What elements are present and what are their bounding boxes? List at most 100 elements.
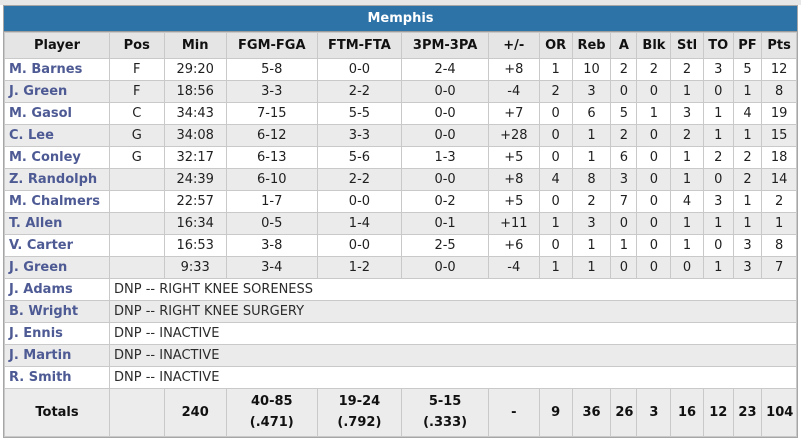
col-or: OR xyxy=(538,32,573,59)
stat-or: 0 xyxy=(538,102,573,125)
dnp-note: DNP -- INACTIVE xyxy=(109,344,797,367)
player-name-link[interactable]: J. Martin xyxy=(3,344,111,367)
stat-plus-minus: +6 xyxy=(488,234,540,257)
stat-ft: 5-5 xyxy=(316,102,403,125)
player-name-link[interactable]: V. Carter xyxy=(3,234,111,257)
stat-3p: 2-4 xyxy=(401,58,490,81)
player-name-link[interactable]: M. Barnes xyxy=(3,58,111,81)
col-blk: Blk xyxy=(636,32,672,59)
team-header: Memphis xyxy=(4,6,797,32)
stat-plus-minus: +28 xyxy=(488,124,540,147)
player-name-link[interactable]: R. Smith xyxy=(3,366,111,389)
stat-pos: F xyxy=(109,80,165,103)
stat-3p: 0-0 xyxy=(401,80,490,103)
dnp-row: J. Martin DNP -- INACTIVE xyxy=(3,344,797,367)
stat-plus-minus: +8 xyxy=(488,168,540,191)
stat-pf: 1 xyxy=(732,124,763,147)
stat-plus-minus: +5 xyxy=(488,146,540,169)
col-to: TO xyxy=(702,32,734,59)
stat-to: 1 xyxy=(702,256,734,279)
stat-blk: 0 xyxy=(636,212,672,235)
player-name-link[interactable]: J. Green xyxy=(3,256,111,279)
box-score-table-container: Memphis Player Pos Min FGM-FGA FTM-FTA 3… xyxy=(3,5,798,438)
stat-stl: 3 xyxy=(670,102,704,125)
stat-stl: 4 xyxy=(670,190,704,213)
totals-min: 240 xyxy=(163,388,227,437)
player-name-link[interactable]: B. Wright xyxy=(3,300,111,323)
col-pos: Pos xyxy=(109,32,165,59)
stat-pf: 5 xyxy=(732,58,763,81)
stat-pts: 8 xyxy=(761,80,797,103)
player-name-link[interactable]: J. Green xyxy=(3,80,111,103)
totals-3p-pct: (.333) xyxy=(423,414,468,430)
stat-stl: 1 xyxy=(670,80,704,103)
stat-fg: 5-8 xyxy=(225,58,318,81)
stat-pos: C xyxy=(109,102,165,125)
stat-blk: 1 xyxy=(636,102,672,125)
stat-ft: 2-2 xyxy=(316,80,403,103)
stat-or: 2 xyxy=(538,80,573,103)
team-name: Memphis xyxy=(367,11,434,26)
stat-pf: 3 xyxy=(732,256,763,279)
player-row: T. Allen 16:34 0-5 1-4 0-1 +11 1 3 0 0 1… xyxy=(3,212,797,235)
stat-plus-minus: +8 xyxy=(488,58,540,81)
player-name-link[interactable]: J. Ennis xyxy=(3,322,111,345)
stat-ast: 0 xyxy=(610,256,638,279)
dnp-note: DNP -- INACTIVE xyxy=(109,366,797,389)
player-row: C. Lee G 34:08 6-12 3-3 0-0 +28 0 1 2 0 … xyxy=(3,124,797,147)
player-name-link[interactable]: T. Allen xyxy=(3,212,111,235)
stat-reb: 1 xyxy=(571,146,612,169)
stat-pf: 4 xyxy=(732,102,763,125)
stat-min: 22:57 xyxy=(163,190,227,213)
stat-ast: 1 xyxy=(610,234,638,257)
stat-to: 3 xyxy=(702,58,734,81)
player-name-link[interactable]: M. Chalmers xyxy=(3,190,111,213)
stat-blk: 0 xyxy=(636,80,672,103)
totals-ft: 19-24 (.792) xyxy=(316,388,403,437)
stat-reb: 3 xyxy=(571,212,612,235)
player-row: J. Green 9:33 3-4 1-2 0-0 -4 1 1 0 0 0 1… xyxy=(3,256,797,279)
stat-reb: 1 xyxy=(571,256,612,279)
player-name-link[interactable]: J. Adams xyxy=(3,278,111,301)
stat-pts: 15 xyxy=(761,124,797,147)
stat-to: 1 xyxy=(702,124,734,147)
totals-pts: 104 xyxy=(761,388,797,437)
player-name-link[interactable]: M. Gasol xyxy=(3,102,111,125)
player-name-link[interactable]: Z. Randolph xyxy=(3,168,111,191)
player-row: M. Barnes F 29:20 5-8 0-0 2-4 +8 1 10 2 … xyxy=(3,58,797,81)
stat-pts: 12 xyxy=(761,58,797,81)
stat-min: 24:39 xyxy=(163,168,227,191)
stat-blk: 0 xyxy=(636,234,672,257)
stat-ast: 3 xyxy=(610,168,638,191)
stat-min: 34:08 xyxy=(163,124,227,147)
stat-fg: 3-4 xyxy=(225,256,318,279)
stat-ft: 2-2 xyxy=(316,168,403,191)
player-name-link[interactable]: M. Conley xyxy=(3,146,111,169)
totals-fg-pct: (.471) xyxy=(249,414,294,430)
stat-or: 4 xyxy=(538,168,573,191)
stat-pos xyxy=(109,190,165,213)
box-score-table: Player Pos Min FGM-FGA FTM-FTA 3PM-3PA +… xyxy=(3,32,797,437)
totals-fg-made-att: 40-85 xyxy=(250,394,293,410)
dnp-note: DNP -- INACTIVE xyxy=(109,322,797,345)
totals-row: Totals 240 40-85 (.471) 19-24 (.792) 5-1… xyxy=(3,388,797,437)
totals-plus-minus: - xyxy=(488,388,540,437)
stat-3p: 1-3 xyxy=(401,146,490,169)
stat-blk: 0 xyxy=(636,190,672,213)
stat-pf: 1 xyxy=(732,80,763,103)
stat-pos: G xyxy=(109,146,165,169)
player-name-link[interactable]: C. Lee xyxy=(3,124,111,147)
stat-ast: 0 xyxy=(610,80,638,103)
stat-reb: 6 xyxy=(571,102,612,125)
stat-to: 0 xyxy=(702,234,734,257)
totals-pos xyxy=(109,388,165,437)
totals-ast: 26 xyxy=(610,388,638,437)
stat-or: 0 xyxy=(538,190,573,213)
col-pf: PF xyxy=(732,32,763,59)
stat-3p: 0-2 xyxy=(401,190,490,213)
stat-fg: 6-13 xyxy=(225,146,318,169)
stat-reb: 1 xyxy=(571,124,612,147)
stat-pos xyxy=(109,212,165,235)
stat-ft: 0-0 xyxy=(316,190,403,213)
stat-reb: 1 xyxy=(571,234,612,257)
